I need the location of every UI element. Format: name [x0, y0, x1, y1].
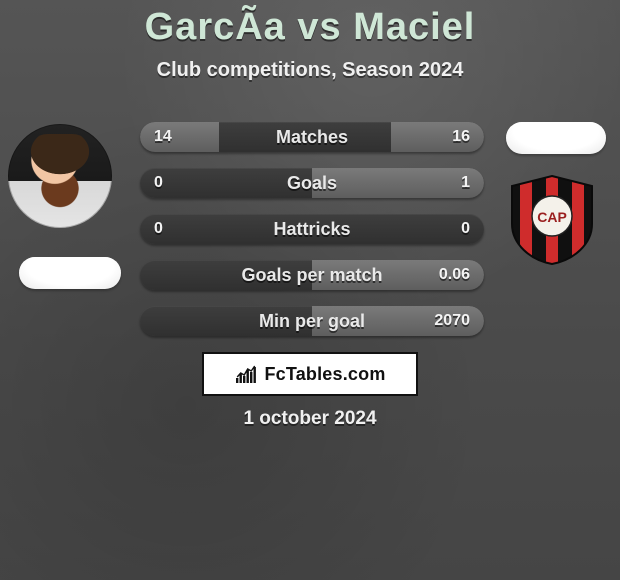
stat-fill-right	[391, 122, 484, 152]
player-right-crest: CAP	[502, 172, 602, 266]
stat-value-right: 0	[461, 214, 470, 244]
stat-fill-right	[312, 260, 484, 290]
subtitle: Club competitions, Season 2024	[0, 59, 620, 82]
bar-chart-icon	[234, 364, 258, 384]
comparison-infographic: GarcÃ­a vs Maciel Club competitions, Sea…	[0, 0, 620, 580]
stat-fill-right	[312, 306, 484, 336]
stat-fill-right	[312, 168, 484, 198]
player-left-badge-ellipse	[19, 257, 121, 289]
stat-fill-left	[140, 122, 219, 152]
stat-row-matches: 1416Matches	[140, 122, 484, 152]
stat-row-goals: 01Goals	[140, 168, 484, 198]
player-right-badge-ellipse	[506, 122, 606, 154]
stat-label: Hattricks	[140, 214, 484, 244]
stat-row-hattricks: 0 0Hattricks	[140, 214, 484, 244]
stat-row-gpm: 0.06Goals per match	[140, 260, 484, 290]
stat-value-left: 0	[154, 214, 163, 244]
date-text: 1 october 2024	[0, 408, 620, 430]
brand-text: FcTables.com	[264, 364, 385, 385]
brand-box[interactable]: FcTables.com	[202, 352, 418, 396]
stat-value-left: 0	[154, 168, 163, 198]
crest-text: CAP	[537, 209, 567, 225]
player-left-avatar	[8, 124, 112, 228]
page-title: GarcÃ­a vs Maciel	[0, 0, 620, 49]
stats-list: 1416Matches01Goals00Hattricks0.06Goals p…	[140, 122, 484, 352]
stat-row-mpg: 2070Min per goal	[140, 306, 484, 336]
